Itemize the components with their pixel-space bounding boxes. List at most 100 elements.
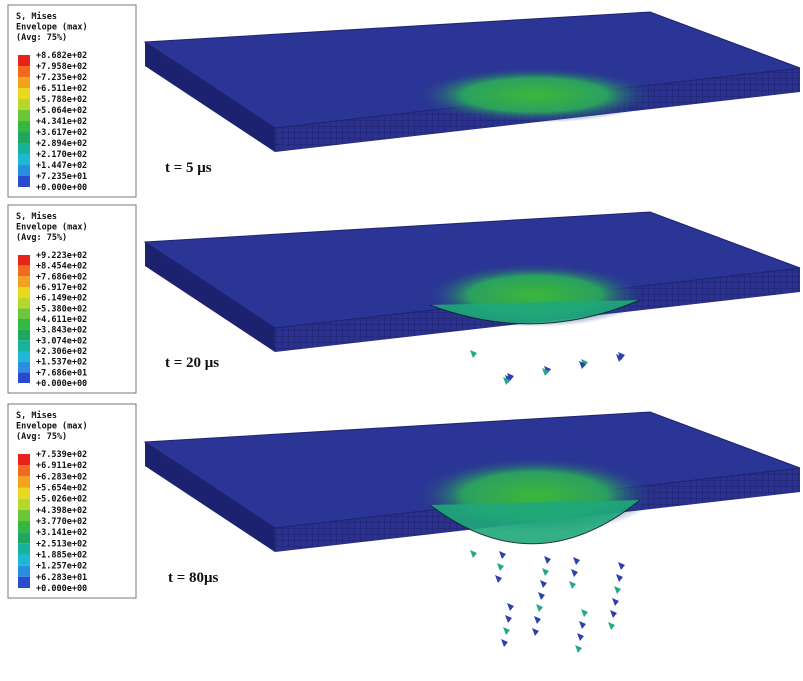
color-swatch — [18, 340, 30, 351]
legend-value: +3.617e+02 — [36, 128, 87, 138]
plate — [143, 11, 801, 152]
debris — [536, 604, 543, 612]
debris — [544, 366, 551, 374]
legend-title: Envelope (max) — [16, 223, 88, 233]
legend-value: +5.064e+02 — [36, 106, 87, 116]
color-swatch — [18, 565, 30, 577]
debris — [503, 627, 510, 635]
color-swatch — [18, 532, 30, 544]
color-swatch — [18, 465, 30, 477]
debris — [534, 616, 541, 624]
color-swatch — [18, 66, 30, 77]
legend-title: Envelope (max) — [16, 422, 88, 432]
color-swatch — [18, 255, 30, 266]
color-swatch — [18, 308, 30, 319]
legend-value: +2.894e+02 — [36, 139, 87, 149]
legend-value: +0.000e+00 — [36, 379, 87, 389]
legend-value: +0.000e+00 — [36, 584, 87, 594]
legend-title: S, Mises — [16, 410, 57, 421]
legend-value: +2.306e+02 — [36, 347, 87, 357]
legend-title: (Avg: 75%) — [16, 233, 67, 243]
debris — [532, 628, 539, 636]
color-swatch — [18, 454, 30, 466]
time-label: t = 80μs — [168, 570, 219, 586]
time-label: t = 5 μs — [165, 160, 212, 176]
color-swatch — [18, 287, 30, 298]
legend-value: +3.141e+02 — [36, 528, 87, 538]
color-swatch — [18, 132, 30, 143]
legend-value: +6.283e+01 — [36, 573, 87, 583]
deformation — [429, 499, 641, 545]
legend-title: S, Mises — [16, 11, 57, 22]
color-swatch — [18, 121, 30, 132]
legend-value: +7.686e+01 — [36, 368, 87, 378]
debris — [538, 592, 545, 600]
legend-value: +6.917e+02 — [36, 283, 87, 293]
legend-value: +5.654e+02 — [36, 484, 87, 494]
debris — [505, 375, 512, 383]
debris — [540, 580, 547, 588]
color-swatch — [18, 476, 30, 488]
legend-value: +7.686e+02 — [36, 272, 87, 282]
color-swatch — [18, 77, 30, 88]
legend-value: +7.235e+01 — [36, 172, 87, 182]
color-swatch — [18, 99, 30, 110]
plate-top — [143, 11, 801, 129]
color-swatch — [18, 143, 30, 154]
debris — [571, 569, 578, 577]
debris — [579, 621, 586, 629]
legend-value: +1.885e+02 — [36, 551, 87, 561]
color-swatch — [18, 372, 30, 383]
legend-value: +2.513e+02 — [36, 539, 87, 549]
debris — [612, 598, 619, 606]
plate — [143, 411, 801, 653]
legend-value: +6.149e+02 — [36, 294, 87, 304]
debris — [499, 551, 506, 559]
legend-value: +7.958e+02 — [36, 62, 87, 72]
debris — [470, 350, 477, 358]
legend-title: (Avg: 75%) — [16, 432, 67, 442]
legend-value: +4.398e+02 — [36, 506, 87, 516]
debris — [581, 609, 588, 617]
legend-value: +6.511e+02 — [36, 84, 87, 94]
debris — [569, 581, 576, 589]
debris — [616, 574, 623, 582]
plate-side — [145, 442, 275, 552]
deformation — [429, 299, 641, 325]
debris — [507, 373, 514, 381]
color-swatch — [18, 276, 30, 287]
time-label: t = 20 μs — [165, 355, 219, 371]
legend-value: +4.611e+02 — [36, 315, 87, 325]
debris — [501, 639, 508, 647]
plates — [143, 11, 801, 653]
color-swatch — [18, 154, 30, 165]
legend-value: +5.026e+02 — [36, 495, 87, 505]
color-swatch — [18, 297, 30, 309]
legend-title: S, Mises — [16, 211, 57, 222]
color-swatch — [18, 176, 30, 187]
legend-value: +6.283e+02 — [36, 472, 87, 482]
debris — [575, 645, 582, 653]
debris — [614, 586, 621, 594]
debris — [542, 568, 549, 576]
debris — [577, 633, 584, 641]
plate-side — [145, 42, 275, 152]
color-swatch — [18, 165, 30, 176]
legend-value: +8.454e+02 — [36, 262, 87, 272]
legend-value: +6.911e+02 — [36, 461, 87, 471]
color-swatch — [18, 498, 30, 510]
debris — [470, 550, 477, 558]
debris — [573, 557, 580, 565]
debris — [503, 377, 510, 385]
legend-value: +1.537e+02 — [36, 358, 87, 368]
debris — [581, 359, 588, 367]
legend-title: (Avg: 75%) — [16, 33, 67, 43]
legend-value: +7.235e+02 — [36, 73, 87, 83]
legend-title: Envelope (max) — [16, 23, 88, 33]
legend-value: +1.257e+02 — [36, 562, 87, 572]
color-swatch — [18, 576, 30, 588]
color-swatch — [18, 88, 30, 99]
debris — [618, 562, 625, 570]
color-swatch — [18, 351, 30, 362]
